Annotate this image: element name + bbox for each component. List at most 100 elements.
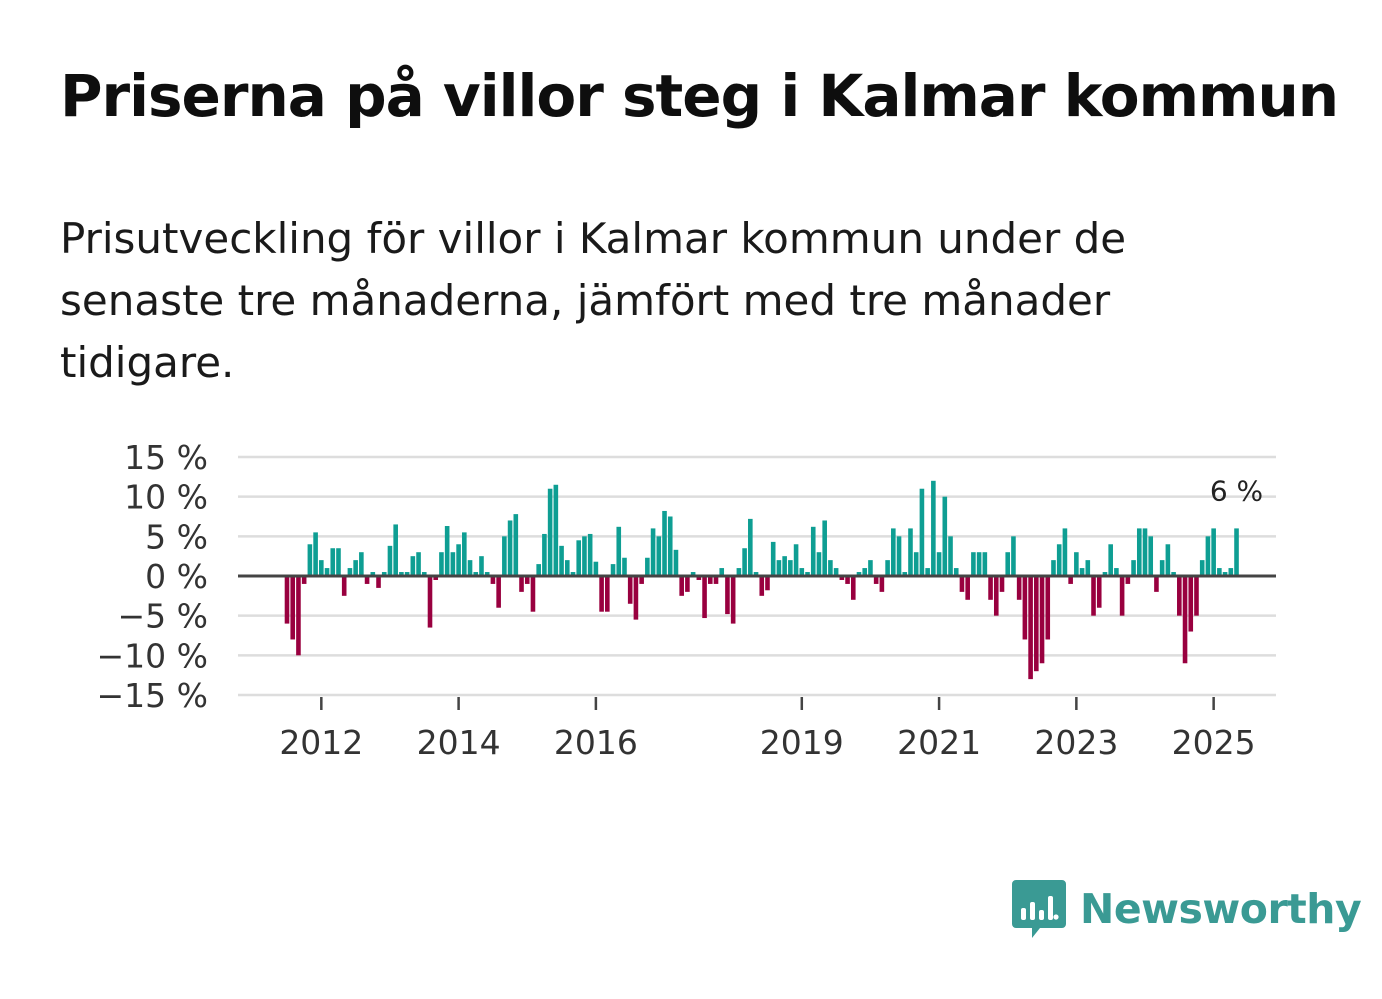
x-tick-label: 2021 xyxy=(897,723,981,762)
bar xyxy=(439,552,444,576)
bar xyxy=(679,576,684,596)
bar xyxy=(1142,528,1148,576)
bar xyxy=(988,576,993,600)
bar xyxy=(1028,576,1033,680)
bar xyxy=(599,576,604,612)
bar xyxy=(696,576,702,580)
bar xyxy=(1188,576,1194,632)
bar xyxy=(891,528,896,576)
bar xyxy=(982,552,988,576)
y-tick-label: 5 % xyxy=(145,517,208,556)
bar xyxy=(656,536,662,576)
bar xyxy=(427,576,433,628)
y-tick-label: −10 % xyxy=(97,636,209,675)
bar xyxy=(347,568,353,576)
bar xyxy=(1085,560,1091,576)
bar xyxy=(1165,544,1171,576)
bar xyxy=(313,532,318,576)
bar xyxy=(1194,576,1199,616)
y-tick-label: −15 % xyxy=(97,676,209,715)
bar xyxy=(1148,536,1154,576)
bar xyxy=(919,488,925,576)
bar xyxy=(702,576,707,619)
bar xyxy=(639,576,644,584)
bar xyxy=(307,544,313,576)
bar xyxy=(393,524,398,576)
bar xyxy=(450,552,456,576)
bar xyxy=(570,572,576,576)
bar xyxy=(330,548,336,576)
bar xyxy=(484,572,490,576)
newsworthy-logo-icon xyxy=(1012,880,1066,938)
bar xyxy=(650,528,656,576)
bar xyxy=(433,576,439,580)
bar xyxy=(1068,576,1073,584)
bar xyxy=(462,532,467,576)
bar xyxy=(753,572,759,576)
bar xyxy=(953,568,959,576)
bar xyxy=(999,576,1005,592)
bar xyxy=(284,576,290,624)
bar xyxy=(633,576,639,620)
bar xyxy=(913,552,919,576)
bar xyxy=(301,576,307,584)
bar xyxy=(822,520,827,576)
bar xyxy=(667,516,673,576)
bar xyxy=(725,576,730,615)
bar xyxy=(1182,576,1188,664)
bar xyxy=(507,520,513,576)
bar xyxy=(742,548,747,576)
bar xyxy=(805,572,810,576)
bar xyxy=(1039,576,1045,664)
bar xyxy=(1011,536,1016,576)
bar xyxy=(536,564,541,576)
bar xyxy=(1096,576,1102,608)
bar xyxy=(353,560,358,576)
bar xyxy=(730,576,736,624)
bar xyxy=(902,572,908,576)
bar xyxy=(1119,576,1125,616)
chart-subtitle: Prisutveckling för villor i Kalmar kommu… xyxy=(60,214,1127,387)
last-value-label: 6 % xyxy=(1210,474,1263,507)
y-tick-label: 10 % xyxy=(124,478,208,517)
bar xyxy=(444,526,450,576)
bar xyxy=(816,552,822,576)
bar xyxy=(524,576,530,584)
x-tick-label: 2016 xyxy=(554,723,638,762)
bar-series xyxy=(284,480,1239,680)
bar xyxy=(387,545,393,576)
bar xyxy=(456,544,461,576)
bar xyxy=(1205,536,1211,576)
bar xyxy=(410,556,416,576)
bar xyxy=(925,568,930,576)
bar xyxy=(868,560,873,576)
bar xyxy=(627,576,633,604)
bar xyxy=(1034,576,1039,672)
bar xyxy=(1079,568,1085,576)
bar xyxy=(404,572,410,576)
bar xyxy=(885,560,890,576)
bar xyxy=(547,488,553,576)
bar xyxy=(748,518,753,576)
bar xyxy=(673,549,679,576)
bar xyxy=(1056,544,1062,576)
bar xyxy=(1199,560,1205,576)
bar xyxy=(793,544,799,576)
brand-logo: Newsworthy xyxy=(1012,878,1362,940)
y-tick-label: −5 % xyxy=(118,597,209,636)
bar xyxy=(776,560,782,576)
bar xyxy=(553,484,559,576)
bar xyxy=(513,514,519,576)
bar xyxy=(319,560,324,576)
bar xyxy=(942,496,948,576)
bar xyxy=(1154,576,1159,592)
y-tick-label: 15 % xyxy=(124,438,208,477)
data-labels: 6 % xyxy=(1210,474,1263,507)
x-tick-label: 2023 xyxy=(1034,723,1118,762)
x-tick-label: 2025 xyxy=(1172,723,1256,762)
bar xyxy=(324,568,330,576)
bar xyxy=(421,572,427,576)
bar xyxy=(850,576,856,600)
bar xyxy=(1016,576,1022,600)
